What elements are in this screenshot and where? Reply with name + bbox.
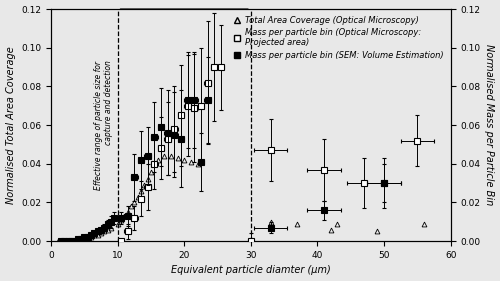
Text: Effective range of particle size for
capture and detection: Effective range of particle size for cap…: [94, 61, 113, 190]
Y-axis label: Normalised Mass per Particle Bin: Normalised Mass per Particle Bin: [484, 44, 494, 206]
X-axis label: Equivalent particle diamter (μm): Equivalent particle diamter (μm): [171, 266, 330, 275]
Legend: Total Area Coverage (Optical Microscopy), Mass per particle bin (Optical Microsc: Total Area Coverage (Optical Microscopy)…: [230, 13, 446, 62]
Y-axis label: Normalised Total Area Coverage: Normalised Total Area Coverage: [6, 46, 16, 204]
